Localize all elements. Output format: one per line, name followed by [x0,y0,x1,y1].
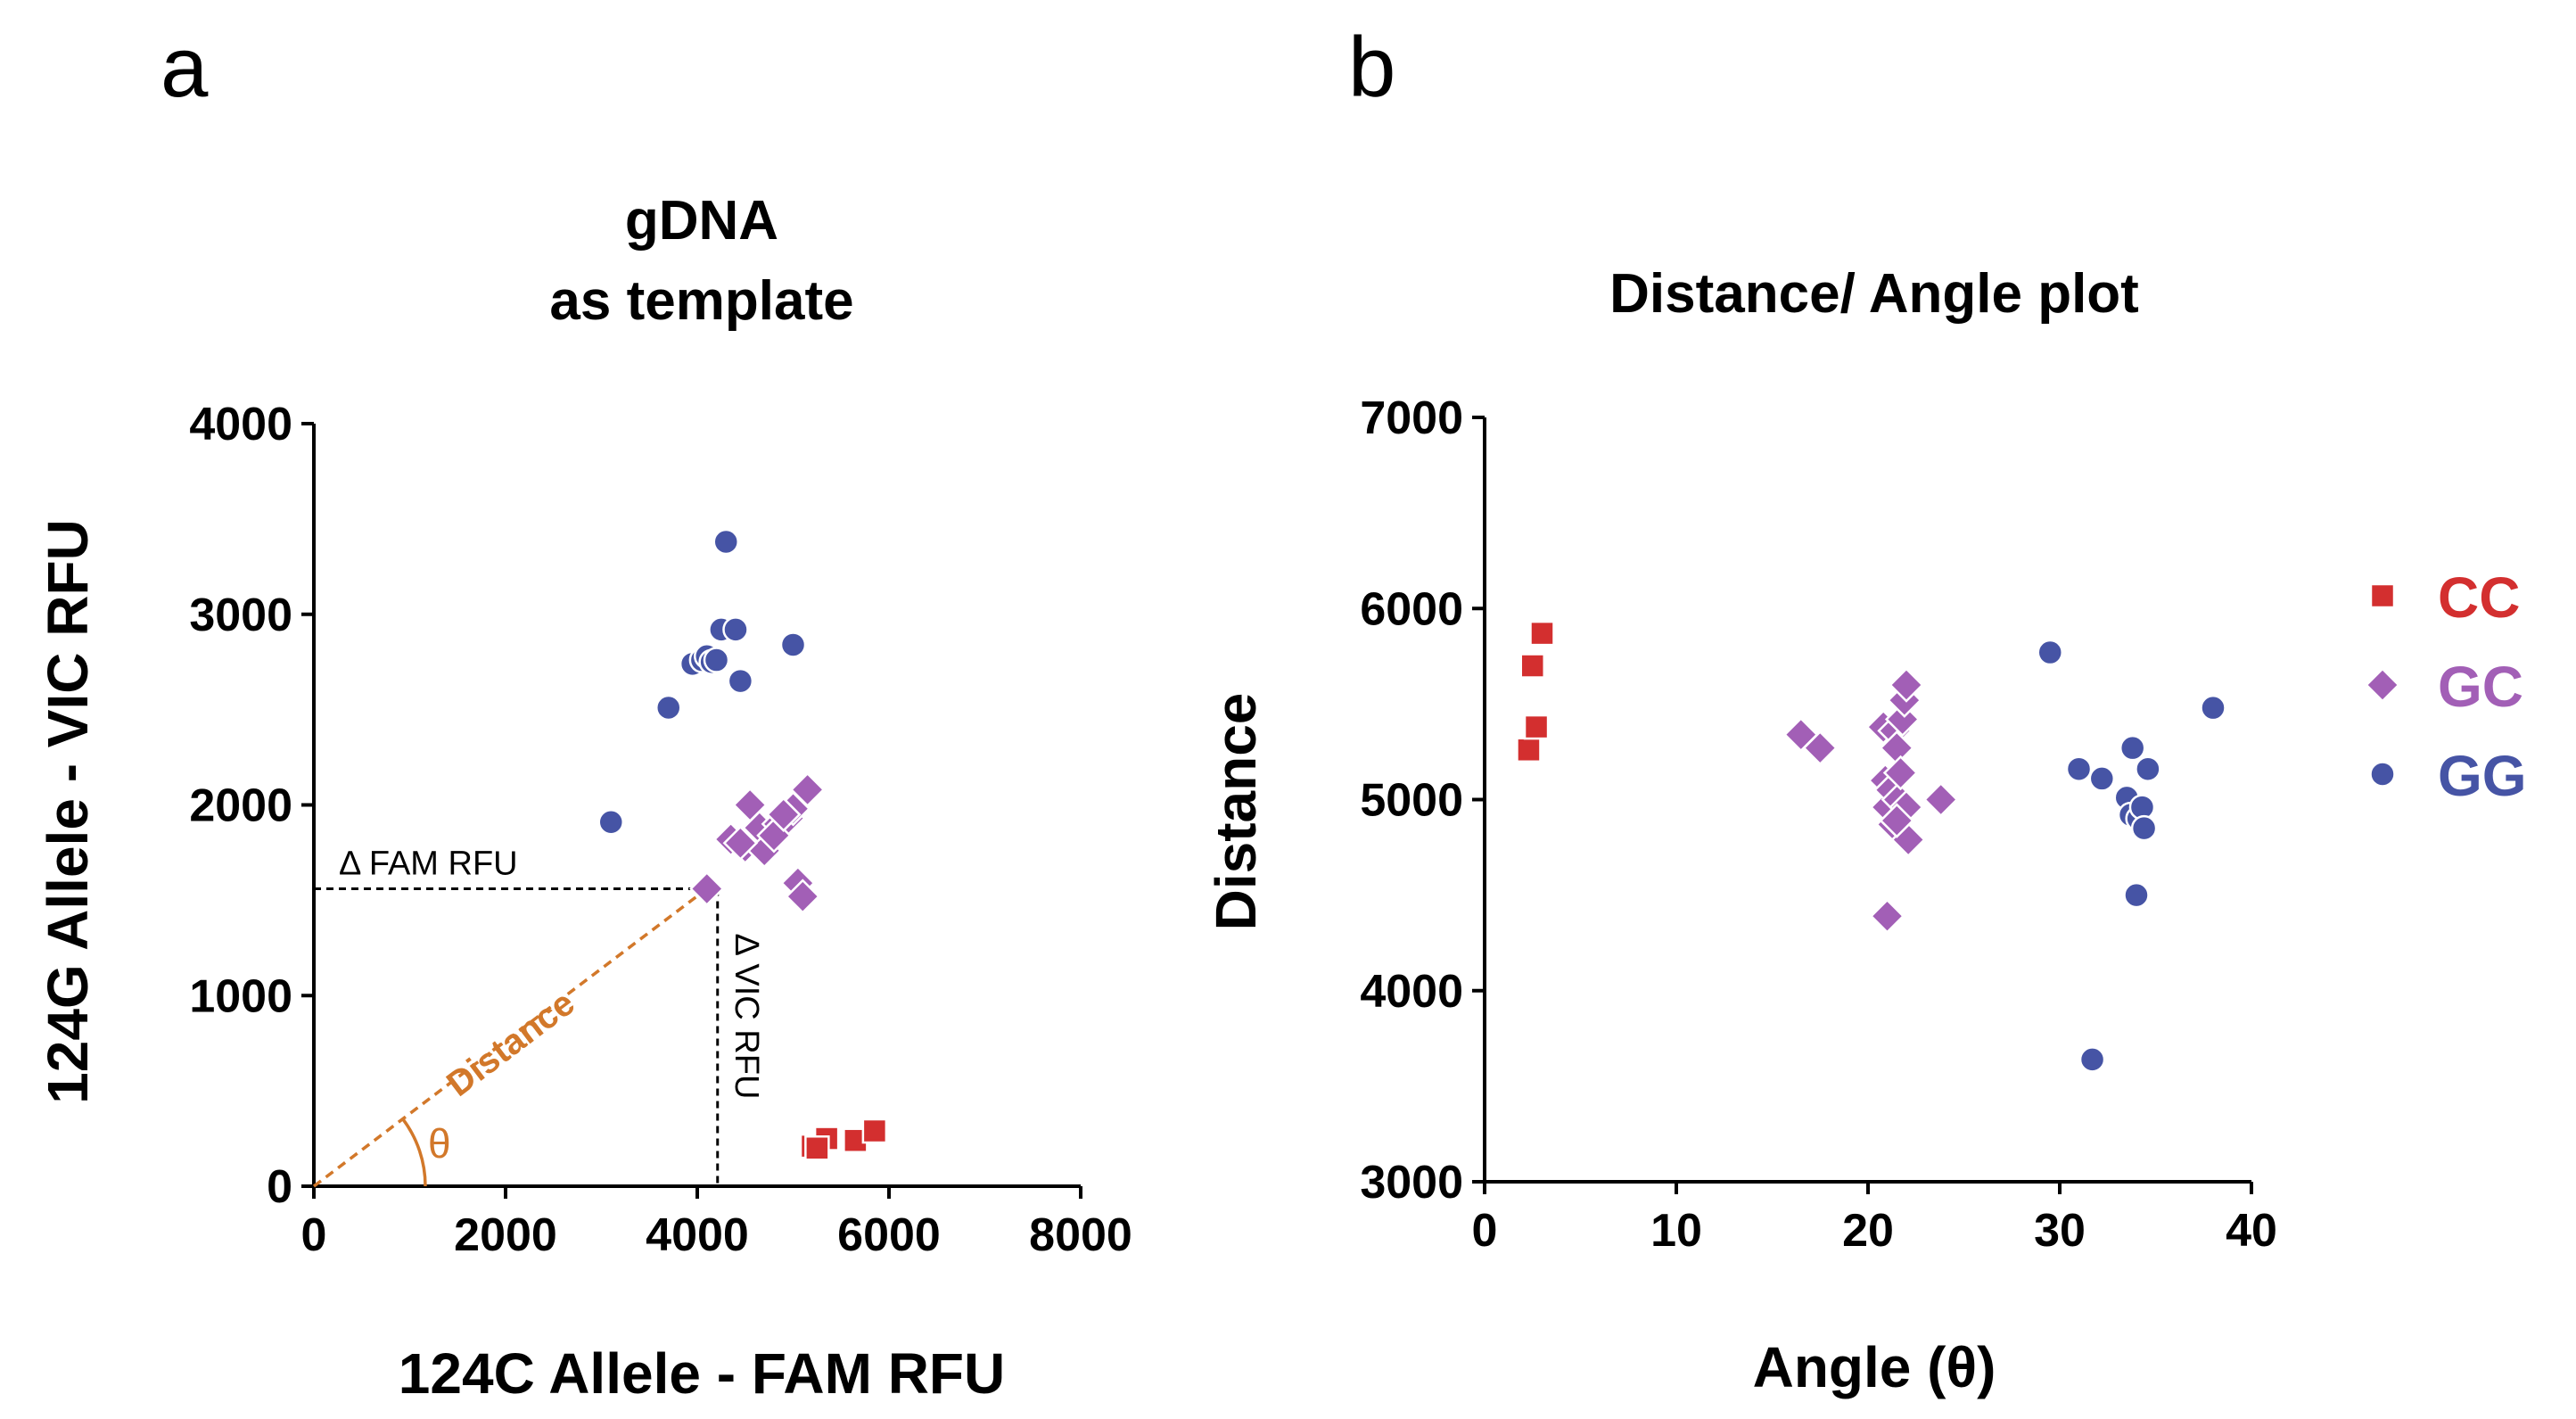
panel-letter-a: a [160,20,209,115]
chart-a-point-gc [765,796,802,832]
chart-a-y-tick-label: 4000 [189,399,292,450]
legend-marker-gc [2365,667,2400,703]
chart-a-y-axis-label: 124G Allele - VIC RFU [36,519,100,1104]
chart-b-point-gg [2130,814,2158,842]
chart-b-point-gg [2119,734,2146,762]
legend-label-gc: GC [2438,655,2523,719]
chart-b-x-axis-label: Angle (θ) [1753,1335,1996,1399]
distance-line [312,887,708,1188]
chart-b-x-tick-label: 30 [2034,1205,2086,1257]
chart-b-axes: 0 10 20 30 40 3000 4000 5000 6000 7000 [1360,392,2277,1257]
chart-b-point-cc [1529,620,1555,647]
chart-b-y-axis-label: Distance [1204,693,1268,931]
chart-b-title: Distance/ Angle plot [1609,263,2139,325]
chart-b-x-tick-label: 40 [2226,1205,2277,1257]
chart-a-point-gc [789,771,826,808]
theta-label: θ [428,1120,451,1167]
chart-a-point-gg [722,616,749,643]
chart-b-point-gc [1879,803,1915,838]
chart-a-point-cc [804,1135,830,1161]
chart-a-y-tick-label: 0 [267,1161,292,1213]
legend-label-gg: GG [2438,744,2527,808]
chart-b-x-tick-label: 20 [1842,1205,1894,1257]
chart-b-y-tick-label: 5000 [1360,775,1463,827]
chart-a-point-gg [712,528,739,556]
chart-b-point-gc [1869,898,1905,934]
chart-b-y-tick-label: 4000 [1360,966,1463,1018]
chart-b-point-gg [2135,755,2161,782]
panel-a: a gDNA as template 0 2000 4000 6000 8000 0 100… [36,20,1132,1406]
chart-b-x-tick-label: 10 [1650,1205,1702,1257]
chart-a-point-gg [727,667,754,695]
legend-label-cc: CC [2438,565,2520,630]
chart-b-point-cc [1516,737,1542,763]
chart-a-y-tick-label: 1000 [189,970,292,1022]
chart-a-x-axis-label: 124C Allele - FAM RFU [399,1341,1005,1406]
chart-a-point-gc [785,879,821,914]
chart-b-y-tick-label: 3000 [1360,1157,1463,1209]
chart-a-x-tick-label: 8000 [1029,1209,1132,1261]
chart-b-points [1516,620,2226,1073]
chart-a-x-tick-label: 4000 [646,1209,749,1261]
chart-a-point-gc [688,870,725,907]
chart-a-title-line-1: gDNA [625,190,778,252]
chart-b-point-gg [2065,755,2093,782]
chart-b-point-gc [1922,781,1959,818]
chart-b-point-gg [2123,881,2150,909]
chart-a-point-gc [722,825,759,862]
chart-b-x-tick-label: 0 [1472,1205,1498,1257]
delta-vic-label: Δ VIC RFU [728,934,765,1100]
legend-marker-gg [2369,761,2396,788]
chart-a-point-cc [861,1118,888,1144]
chart-a-x-tick-label: 2000 [454,1209,557,1261]
chart-a-points [597,528,888,1161]
chart-a-axes: 0 2000 4000 6000 8000 0 1000 2000 3000 4000 [189,399,1132,1261]
chart-b-point-gc [1889,667,1924,703]
chart-a-y-tick-label: 3000 [189,590,292,641]
chart-a-title-line-2: as template [549,270,853,332]
panel-b: b Distance/ Angle plot 0 10 20 30 40 3000 4000… [1204,20,2277,1399]
chart-a-x-tick-label: 6000 [837,1209,941,1261]
chart-a-y-tick-label: 2000 [189,780,292,832]
chart-a-point-gg [779,631,807,658]
chart-a-x-tick-label: 0 [301,1209,327,1261]
chart-b-point-gg [2200,694,2226,722]
legend: CC GC GG [2365,565,2527,808]
chart-b-point-cc [1523,714,1550,740]
delta-fam-label: Δ FAM RFU [339,846,518,883]
legend-marker-cc [2369,582,2396,609]
chart-b-y-tick-label: 7000 [1360,392,1463,444]
theta-arc [401,1118,427,1187]
chart-a-point-gg [655,694,682,722]
chart-b-point-gg [2088,765,2116,792]
chart-a-point-gg [597,808,624,836]
chart-b-point-gc [1802,730,1839,766]
distance-label: Distance [440,983,582,1104]
chart-b-point-gg [2037,639,2063,666]
panel-letter-b: b [1348,20,1395,115]
chart-a-point-gg [703,647,730,673]
chart-b-point-gc [1882,755,1919,791]
chart-b-point-gg [2078,1046,2106,1073]
chart-b-y-tick-label: 6000 [1360,583,1463,635]
chart-b-point-cc [1519,653,1545,679]
